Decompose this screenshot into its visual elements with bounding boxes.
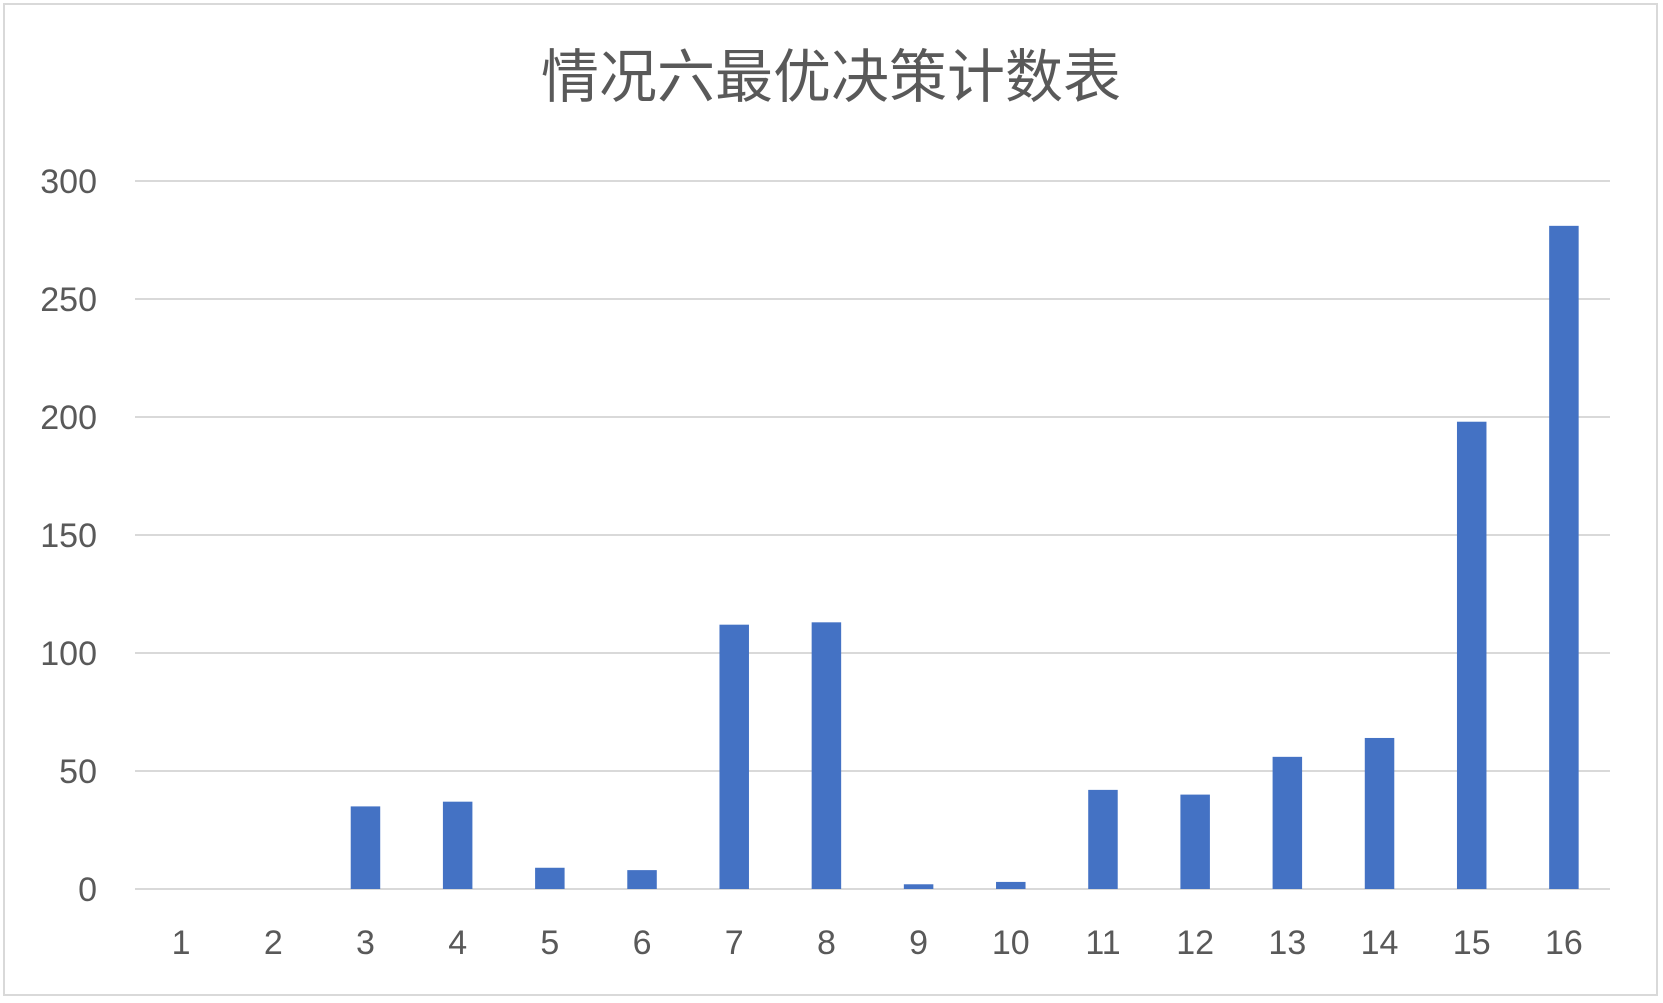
y-tick-label: 150 (40, 517, 97, 555)
y-tick-label: 300 (40, 163, 97, 201)
x-tick-label: 1 (172, 924, 191, 962)
y-tick-label: 100 (40, 635, 97, 673)
bar-8 (811, 622, 842, 889)
bar-7 (719, 624, 749, 889)
bar-3 (350, 806, 381, 889)
x-tick-label: 9 (909, 924, 928, 962)
y-tick-label: 50 (59, 753, 97, 791)
x-tick-label: 12 (1176, 924, 1214, 962)
x-tick-label: 5 (540, 924, 559, 962)
x-tick-label: 8 (817, 924, 836, 962)
x-tick-label: 14 (1361, 924, 1399, 962)
x-tick-label: 15 (1453, 924, 1491, 962)
bar-12 (1180, 794, 1210, 889)
bar-6 (627, 870, 657, 889)
bar-9 (903, 884, 934, 889)
x-tick-label: 11 (1085, 924, 1120, 962)
x-tick-label: 4 (448, 924, 467, 962)
y-tick-label: 200 (40, 399, 97, 437)
bar-15 (1456, 421, 1487, 889)
bar-4 (442, 801, 473, 889)
x-tick-label: 10 (992, 924, 1030, 962)
bars (350, 225, 1579, 890)
bar-14 (1364, 737, 1395, 889)
bar-10 (996, 881, 1026, 889)
y-axis-ticks: 0 50 100 150 200 250 300 (40, 163, 97, 909)
bar-5 (535, 867, 565, 889)
x-tick-label: 2 (264, 924, 283, 962)
x-tick-label: 16 (1545, 924, 1583, 962)
x-tick-label: 13 (1268, 924, 1306, 962)
gridlines (135, 180, 1610, 890)
chart-title: 情况六最优决策计数表 (541, 43, 1121, 111)
x-tick-label: 7 (725, 924, 744, 962)
bar-13 (1272, 756, 1303, 889)
x-axis-ticks: 1 2 3 4 5 6 7 8 9 10 11 12 13 14 15 16 (172, 924, 1583, 962)
x-tick-label: 3 (356, 924, 375, 962)
bar-11 (1088, 789, 1118, 889)
x-tick-label: 6 (633, 924, 652, 962)
y-tick-label: 0 (78, 871, 97, 909)
y-tick-label: 250 (40, 281, 97, 319)
bar-16 (1549, 225, 1579, 890)
